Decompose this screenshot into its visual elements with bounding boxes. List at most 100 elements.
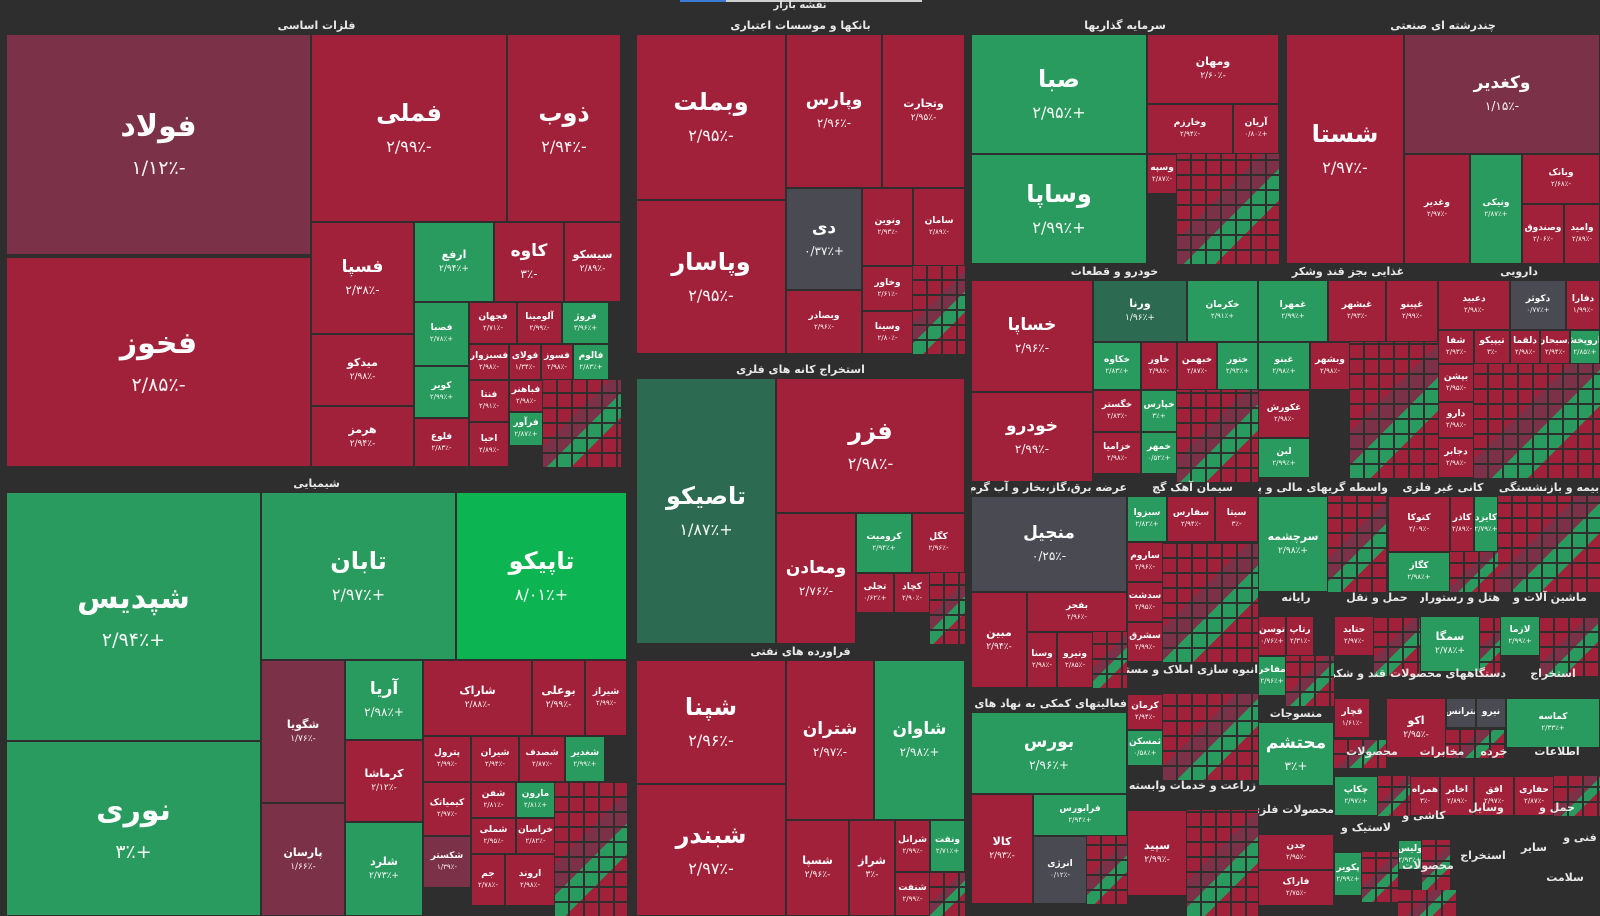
small-stock-tiles[interactable]	[1177, 390, 1258, 482]
stock-tile[interactable]: بفجر -۲/۹۶٪	[1027, 592, 1127, 632]
stock-tile[interactable]: سمگا +۲/۷۸٪	[1420, 616, 1480, 672]
stock-tile[interactable]: خکاوه +۲/۸۳٪	[1093, 342, 1141, 390]
stock-tile[interactable]: همراه -۳٪	[1410, 776, 1440, 816]
stock-tile[interactable]: خکرمان +۲/۹۱٪	[1187, 280, 1258, 342]
stock-tile[interactable]: فلوع -۲/۸۳٪	[414, 418, 469, 467]
stock-tile[interactable]: دارو -۲/۹۸٪	[1438, 402, 1474, 438]
stock-tile[interactable]: دعبید -۲/۹۸٪	[1438, 280, 1510, 330]
stock-tile[interactable]: چکاپ +۲/۹۷٪	[1334, 776, 1378, 816]
small-stock-tiles[interactable]	[1093, 632, 1127, 688]
sector-title[interactable]: استخراج	[1530, 667, 1576, 680]
small-stock-tiles[interactable]	[1328, 496, 1388, 592]
sector-title[interactable]: سرمایه گذاریها	[1084, 19, 1166, 32]
stock-tile[interactable]: شفن -۲/۸۱٪	[471, 782, 516, 818]
stock-tile[interactable]: شیران -۲/۹۴٪	[471, 736, 519, 782]
small-stock-tiles[interactable]	[1378, 776, 1410, 816]
stock-tile[interactable]: وکغدیر -۱/۱۵٪	[1404, 34, 1600, 154]
stock-tile[interactable]: بترانس	[1446, 698, 1476, 728]
stock-tile[interactable]: کگاز +۲/۹۸٪	[1388, 552, 1450, 592]
stock-tile[interactable]: آریان +۰/۸۰٪	[1233, 104, 1279, 154]
stock-tile[interactable]: کرومیت +۲/۹۴٪	[856, 513, 912, 573]
sector-title[interactable]: سایر	[1521, 841, 1547, 854]
small-stock-tiles[interactable]	[1480, 616, 1500, 676]
small-stock-tiles[interactable]	[1286, 656, 1334, 706]
stock-tile[interactable]: شگویا -۱/۷۶٪	[261, 660, 345, 803]
stock-tile[interactable]: شپدیس +۲/۹۴٪	[6, 492, 261, 741]
stock-tile[interactable]: وسپه -۲/۸۷٪	[1147, 154, 1177, 194]
stock-tile[interactable]: کالا -۲/۹۳٪	[971, 794, 1033, 904]
stock-tile[interactable]: شاوان +۲/۹۸٪	[874, 660, 965, 820]
stock-tile[interactable]: شاراک -۲/۸۸٪	[423, 660, 532, 736]
stock-tile[interactable]: خگستر -۲/۸۳٪	[1093, 390, 1141, 432]
stock-tile[interactable]: فخوز -۲/۸۵٪	[6, 257, 311, 467]
stock-tile[interactable]: دسبحان-۲/۹۴٪	[1540, 330, 1570, 364]
stock-tile[interactable]: تاصیکو +۱/۸۷٪	[636, 378, 776, 644]
stock-tile[interactable]: پکویر +۲/۹۹٪	[1334, 852, 1362, 896]
sector-title[interactable]: محصولات	[1346, 745, 1398, 758]
sector-title[interactable]: خرده	[1480, 745, 1508, 758]
small-stock-tiles[interactable]	[1087, 836, 1127, 904]
stock-tile[interactable]: احیا -۲/۸۹٪	[469, 422, 509, 467]
stock-tile[interactable]: وبشهر -۲/۹۸٪	[1310, 342, 1350, 390]
stock-tile[interactable]: فملی -۲/۹۹٪	[311, 34, 507, 222]
sector-title[interactable]: دارویی	[1500, 265, 1538, 278]
stock-tile[interactable]: منجیل -۰/۲۵٪	[971, 496, 1127, 592]
stock-tile[interactable]: خراسان -۲/۸۲٪	[516, 818, 555, 854]
stock-tile[interactable]: لازما +۲/۹۹٪	[1500, 616, 1540, 656]
sector-title[interactable]: بانکها و موسسات اعتباری	[730, 19, 871, 32]
small-stock-tiles[interactable]	[1334, 738, 1386, 768]
small-stock-tiles[interactable]	[1163, 542, 1258, 662]
small-stock-tiles[interactable]	[1422, 840, 1450, 890]
stock-tile[interactable]: دکوثر +۰/۷۷٪	[1510, 280, 1566, 330]
stock-tile[interactable]: خمهر +۰/۵۲٪	[1141, 432, 1177, 474]
stock-tile[interactable]: شغدیر +۲/۹۹٪	[565, 736, 605, 782]
stock-tile[interactable]: فولای -۱/۳۴٪	[509, 344, 541, 380]
stock-tile[interactable]: سشرق -۲/۹۹٪	[1127, 622, 1163, 662]
sector-title[interactable]: خودرو و قطعات	[1070, 265, 1159, 278]
stock-tile[interactable]: محتشم +۳٪	[1258, 722, 1334, 786]
stock-tile[interactable]: وپارس -۲/۹۶٪	[786, 34, 882, 188]
stock-tile[interactable]: اکو -۲/۹۵٪	[1386, 698, 1446, 758]
stock-tile[interactable]: وخاور -۲/۶۱٪	[862, 266, 913, 311]
small-stock-tiles[interactable]	[555, 782, 627, 916]
stock-tile[interactable]: سیسکو -۲/۸۹٪	[564, 222, 621, 302]
stock-tile[interactable]: ذوب -۲/۹۴٪	[507, 34, 621, 222]
stock-tile[interactable]: کایزد +۲/۷۹٪	[1474, 496, 1498, 552]
stock-tile[interactable]: وامید -۲/۸۹٪	[1564, 204, 1600, 264]
stock-tile[interactable]: کرماشا -۲/۱۲٪	[345, 740, 423, 822]
stock-tile[interactable]: غبنو +۲/۹۸٪	[1258, 342, 1310, 390]
stock-tile[interactable]: خساپا -۲/۹۶٪	[971, 280, 1093, 392]
stock-tile[interactable]: ونیرو -۲/۸۵٪	[1057, 632, 1093, 688]
tab-indicator[interactable]	[726, 0, 922, 2]
small-stock-tiles[interactable]	[1540, 616, 1600, 676]
stock-tile[interactable]: مبین -۲/۹۴٪	[971, 592, 1027, 688]
stock-tile[interactable]: تجلی +۰/۶۲٪	[856, 573, 894, 613]
stock-tile[interactable]: شتران -۲/۹۷٪	[786, 660, 874, 820]
stock-tile[interactable]: لبن +۲/۹۹٪	[1258, 438, 1310, 478]
sector-title[interactable]: سلامت	[1546, 871, 1584, 884]
sector-title[interactable]: حمل و	[1539, 801, 1575, 814]
sector-title[interactable]: واسطه گریهای مالی و پولی	[1258, 481, 1388, 494]
stock-tile[interactable]: شرانل -۲/۹۹٪	[895, 820, 930, 872]
stock-tile[interactable]: هرمز -۲/۹۴٪	[311, 406, 414, 467]
stock-tile[interactable]: فاراک -۲/۷۵٪	[1258, 870, 1334, 906]
small-stock-tiles[interactable]	[1350, 342, 1438, 478]
sector-title[interactable]: فنی و	[1563, 831, 1597, 844]
stock-tile[interactable]: سامان -۲/۸۹٪	[913, 188, 965, 266]
stock-tile[interactable]: خاور -۲/۹۸٪	[1141, 342, 1177, 390]
stock-tile[interactable]: حفاری -۲/۸۷٪	[1514, 776, 1554, 816]
stock-tile[interactable]: شبندر -۲/۹۷٪	[636, 784, 786, 916]
stock-tile[interactable]: غبشهر -۲/۹۳٪	[1328, 280, 1386, 342]
sector-title[interactable]: سیمان آهک گچ	[1152, 481, 1233, 494]
stock-tile[interactable]: انرژی -۰/۱۲٪	[1033, 836, 1087, 904]
stock-tile[interactable]: ورنا +۱/۹۶٪	[1093, 280, 1187, 342]
stock-tile[interactable]: وبصادر -۲/۹۶٪	[786, 290, 862, 354]
stock-tile[interactable]: جم -۲/۷۸٪	[471, 854, 505, 906]
stock-tile[interactable]: ختور +۲/۹۳٪	[1217, 342, 1258, 390]
stock-tile[interactable]: ونوین -۲/۹۳٪	[862, 188, 913, 266]
stock-tile[interactable]: کچاد -۲/۹۰٪	[894, 573, 930, 613]
stock-tile[interactable]: کاذر -۲/۸۹٪	[1450, 496, 1474, 552]
stock-tile[interactable]: شیراز -۲/۹۹٪	[585, 660, 627, 736]
stock-tile[interactable]: حتاید -۲/۹۷٪	[1334, 616, 1374, 656]
stock-tile[interactable]: سبزوا +۲/۸۲٪	[1127, 496, 1167, 542]
